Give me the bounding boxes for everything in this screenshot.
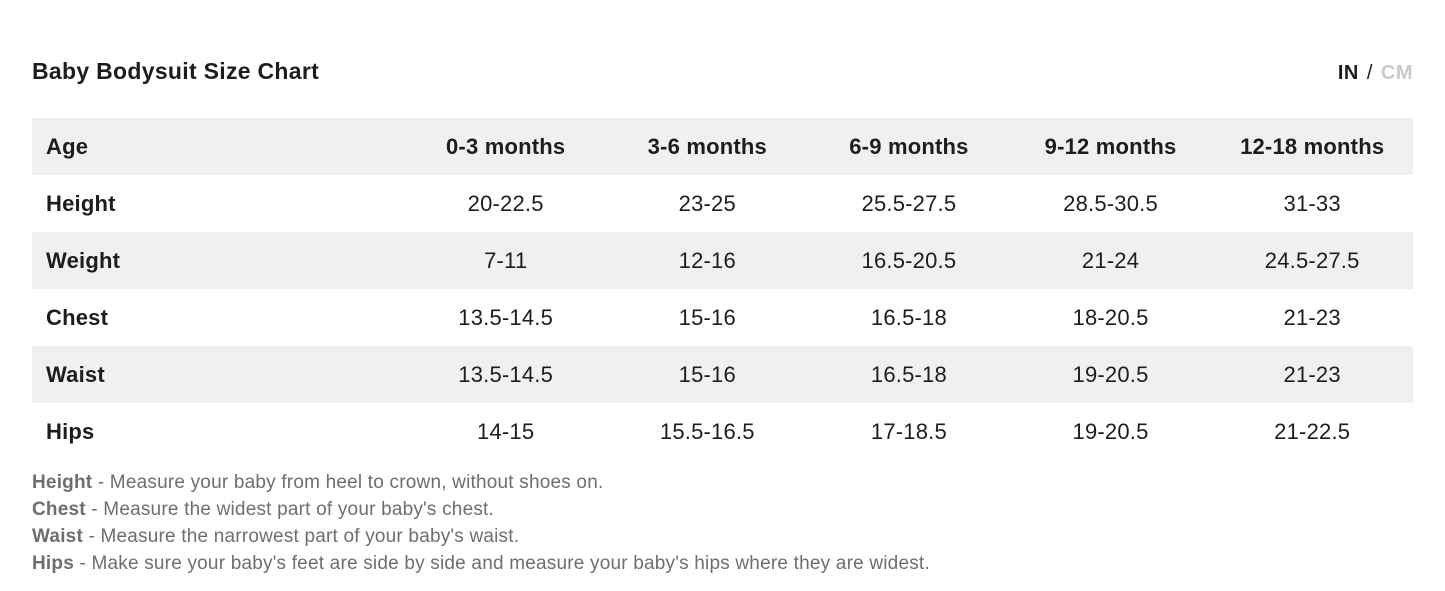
table-cell: 24.5-27.5 bbox=[1264, 247, 1360, 273]
header-bar: Baby Bodysuit Size Chart IN / CM bbox=[32, 58, 1413, 85]
column-header: 6-9 months bbox=[849, 133, 969, 159]
measurement-notes: Height - Measure your baby from heel to … bbox=[32, 469, 1413, 577]
page-title: Baby Bodysuit Size Chart bbox=[32, 58, 320, 84]
table-row-height: Height 20-22.5 23-25 25.5-27.5 28.5-30.5… bbox=[32, 175, 1413, 232]
table-cell: 13.5-14.5 bbox=[458, 304, 554, 330]
table-cell: 15-16 bbox=[678, 304, 736, 330]
table-cell: 15.5-16.5 bbox=[659, 418, 755, 444]
row-label-height: Height bbox=[46, 190, 116, 216]
note-text: - Measure your baby from heel to crown, … bbox=[97, 472, 604, 493]
note-height: Height - Measure your baby from heel to … bbox=[32, 469, 1413, 496]
note-waist: Waist - Measure the narrowest part of yo… bbox=[32, 523, 1413, 550]
table-cell: 7-11 bbox=[484, 247, 528, 273]
size-table: Age 0-3 months 3-6 months 6-9 months 9-1… bbox=[32, 118, 1413, 460]
note-text: - Make sure your baby's feet are side by… bbox=[79, 553, 930, 574]
table-row-hips: Hips 14-15 15.5-16.5 17-18.5 19-20.5 21-… bbox=[32, 403, 1413, 460]
table-cell: 16.5-20.5 bbox=[861, 247, 957, 273]
table-cell: 13.5-14.5 bbox=[458, 361, 554, 387]
table-header-row: Age 0-3 months 3-6 months 6-9 months 9-1… bbox=[32, 118, 1413, 175]
table-row-chest: Chest 13.5-14.5 15-16 16.5-18 18-20.5 21… bbox=[32, 289, 1413, 346]
table-cell: 21-23 bbox=[1283, 361, 1341, 387]
row-label-age: Age bbox=[46, 133, 89, 159]
column-header: 0-3 months bbox=[445, 133, 566, 159]
note-term: Waist bbox=[32, 526, 83, 547]
table-cell: 15-16 bbox=[678, 361, 736, 387]
table-cell: 23-25 bbox=[678, 190, 736, 216]
note-term: Chest bbox=[32, 499, 86, 520]
table-cell: 20-22.5 bbox=[467, 190, 544, 216]
table-cell: 21-23 bbox=[1283, 304, 1341, 330]
table-row-waist: Waist 13.5-14.5 15-16 16.5-18 19-20.5 21… bbox=[32, 346, 1413, 403]
note-text: - Measure the widest part of your baby's… bbox=[91, 499, 494, 520]
table-cell: 31-33 bbox=[1283, 190, 1341, 216]
row-label-waist: Waist bbox=[46, 361, 105, 387]
table-cell: 21-24 bbox=[1081, 247, 1140, 273]
note-term: Height bbox=[32, 472, 93, 493]
table-cell: 16.5-18 bbox=[870, 304, 947, 330]
note-term: Hips bbox=[32, 553, 74, 574]
note-text: - Measure the narrowest part of your bab… bbox=[88, 526, 520, 547]
table-cell: 19-20.5 bbox=[1072, 361, 1149, 387]
unit-in-button[interactable]: IN bbox=[1337, 62, 1359, 84]
size-chart-page: Baby Bodysuit Size Chart IN / CM Age 0-3… bbox=[0, 58, 1445, 577]
row-label-weight: Weight bbox=[46, 247, 121, 273]
row-label-chest: Chest bbox=[46, 304, 109, 330]
table-cell: 18-20.5 bbox=[1072, 304, 1149, 330]
unit-separator: / bbox=[1366, 62, 1373, 84]
table-cell: 21-22.5 bbox=[1274, 418, 1351, 444]
unit-toggle: IN / CM bbox=[1338, 62, 1413, 85]
note-hips: Hips - Make sure your baby's feet are si… bbox=[32, 550, 1413, 577]
row-label-hips: Hips bbox=[46, 418, 95, 444]
column-header: 12-18 months bbox=[1240, 133, 1385, 159]
table-cell: 17-18.5 bbox=[870, 418, 947, 444]
table-cell: 19-20.5 bbox=[1072, 418, 1149, 444]
table-cell: 14-15 bbox=[477, 418, 535, 444]
table-cell: 28.5-30.5 bbox=[1063, 190, 1158, 216]
column-header: 3-6 months bbox=[647, 133, 767, 159]
table-cell: 25.5-27.5 bbox=[861, 190, 957, 216]
table-cell: 12-16 bbox=[678, 247, 736, 273]
unit-cm-button[interactable]: CM bbox=[1380, 62, 1413, 84]
note-chest: Chest - Measure the widest part of your … bbox=[32, 496, 1413, 523]
table-cell: 16.5-18 bbox=[870, 361, 947, 387]
column-header: 9-12 months bbox=[1044, 133, 1177, 159]
table-row-weight: Weight 7-11 12-16 16.5-20.5 21-24 24.5-2… bbox=[32, 232, 1413, 289]
